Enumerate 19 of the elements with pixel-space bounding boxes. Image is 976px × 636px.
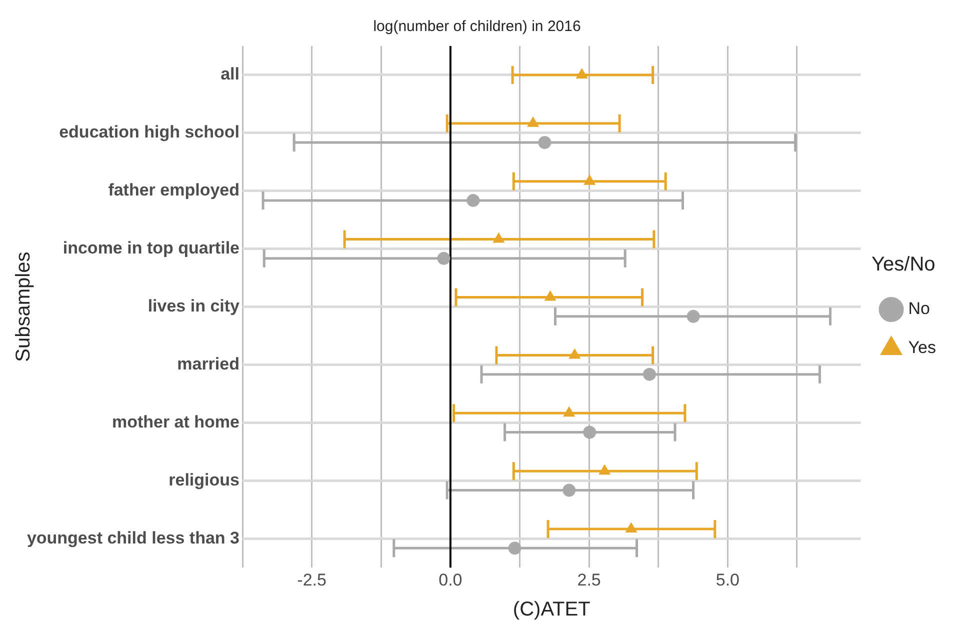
legend-label: No (908, 299, 930, 318)
y-tick-label: income in top quartile (62, 238, 240, 258)
y-tick-label: father employed (108, 180, 240, 200)
y-tick-label: mother at home (112, 412, 240, 432)
chart-title: log(number of children) in 2016 (373, 18, 581, 36)
legend-label: Yes (908, 338, 936, 358)
x-tick-label: -2.5 (297, 570, 326, 590)
y-tick-label: religious (168, 470, 240, 490)
x-axis-title: (C)ATET (512, 598, 590, 621)
y-tick-label: lives in city (148, 296, 240, 316)
x-tick-label: 0.0 (438, 570, 462, 590)
x-tick-label: 5.0 (716, 570, 740, 590)
y-axis-title: Subsamples (12, 252, 35, 362)
y-tick-label: all (220, 64, 240, 84)
legend-title: Yes/No (872, 254, 936, 276)
y-tick-label: youngest child less than 3 (26, 528, 240, 548)
y-tick-label: married (177, 354, 240, 374)
x-tick-label: 2.5 (577, 570, 601, 590)
y-tick-label: education high school (59, 122, 240, 142)
